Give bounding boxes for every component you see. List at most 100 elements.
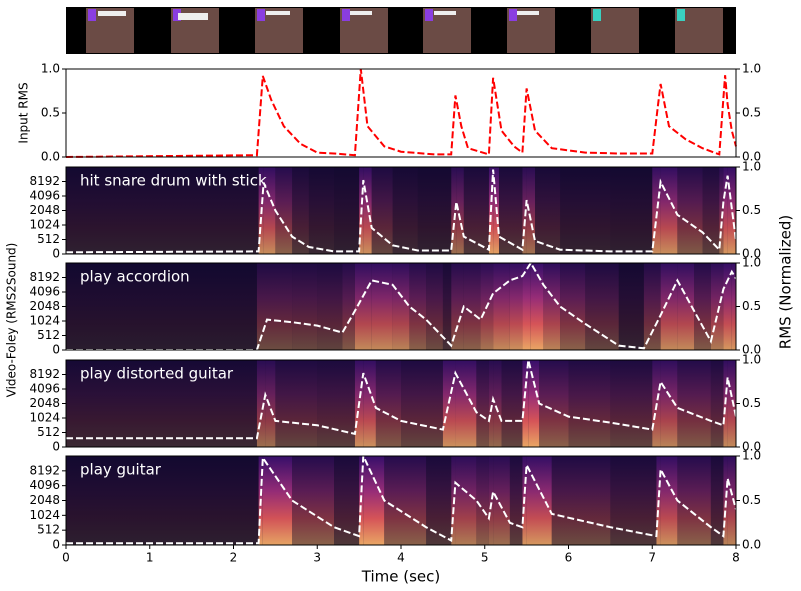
spectrogram-band (493, 263, 510, 350)
spectrogram-band (265, 360, 276, 447)
y2-tick-label: 0.5 (742, 203, 761, 217)
rms-line (65, 169, 737, 254)
y2-tick-label: 0.0 (742, 343, 761, 357)
y-tick-label: 4096 (29, 478, 60, 492)
y-tick-label: 2048 (29, 299, 60, 313)
x-tick-label: 2 (230, 551, 238, 565)
x-tick-label: 1 (146, 551, 154, 565)
spectrogram-band (476, 360, 489, 447)
y-tick-label: 512 (37, 523, 60, 537)
spectrogram-band (456, 167, 464, 254)
spectrogram-band (488, 360, 494, 447)
y2-tick-label: 0.0 (742, 247, 761, 261)
spectrogram-band (342, 263, 355, 350)
spectrogram-band (493, 360, 502, 447)
spectrogram-band (643, 263, 661, 350)
spectrogram-band (262, 456, 293, 545)
spectrogram-band (694, 263, 711, 350)
spectrogram-band (308, 167, 334, 254)
spectrogram-band (731, 263, 736, 350)
x-tick-label: 0 (62, 551, 70, 565)
spectrogram-band (528, 360, 540, 447)
shared-y2-label: RMS (Normalized) (777, 215, 795, 349)
x-axis-label: Time (sec) (361, 568, 440, 586)
spectrogram-band (292, 263, 318, 350)
spectrogram-band (501, 360, 523, 447)
frame-overlays (88, 9, 685, 21)
x-tick-label: 3 (313, 551, 321, 565)
y-axis-label: Input RMS (17, 82, 31, 143)
rms-line (66, 359, 737, 440)
spectrogram-band (354, 263, 372, 350)
spectrogram-band (551, 456, 611, 545)
spectrogram-band (317, 263, 343, 350)
y-tick-label: 0 (52, 343, 60, 357)
spectrogram-band (723, 167, 728, 254)
y-tick-label: 0.0 (41, 150, 60, 164)
y2-tick-label: 0.0 (742, 538, 761, 552)
spectrogram-band (451, 263, 464, 350)
spectrogram-band (488, 456, 494, 545)
spectrogram-band (317, 360, 355, 447)
spectrogram-band (66, 263, 257, 350)
spectrogram-band (455, 360, 477, 447)
spectrogram-band (392, 263, 410, 350)
y-tick-label: 0.5 (41, 106, 60, 120)
frame-captions (98, 11, 539, 20)
spectrogram-band (522, 360, 529, 447)
shared-y-label: Video-Foley (RMS2Sound) (5, 243, 19, 398)
spectrogram-band (275, 167, 293, 254)
spectrogram-band (660, 167, 678, 254)
spectrogram-band (677, 360, 711, 447)
spectrogram-band (363, 360, 376, 447)
spectrogram-band (723, 263, 732, 350)
y-tick-label: 8192 (29, 367, 60, 381)
spectrogram-band (727, 167, 736, 254)
rms-line (66, 261, 737, 351)
spectrogram-band (610, 456, 657, 545)
annotation: play accordion (80, 268, 190, 286)
rms-line (65, 68, 737, 158)
spectrogram-band (677, 263, 695, 350)
spectrogram-band (539, 360, 569, 447)
spectrogram-band (66, 360, 257, 447)
spectrogram-band (375, 360, 401, 447)
y-tick-label: 4096 (29, 382, 60, 396)
y-tick-label: 8192 (29, 270, 60, 284)
spectrogram-band (426, 456, 452, 545)
spectrogram-band (426, 263, 443, 350)
y-tick-label: 512 (37, 232, 60, 246)
spectrogram-band (522, 263, 531, 350)
spectrogram-band (522, 167, 527, 254)
y-tick-label: 0 (52, 538, 60, 552)
y-tick-label: 4096 (29, 285, 60, 299)
spectrogram-band (493, 456, 510, 545)
spectrogram-band (560, 167, 611, 254)
y-tick-label: 8192 (29, 174, 60, 188)
y-tick-label: 0 (52, 247, 60, 261)
spectrogram-band (66, 456, 259, 545)
x-tick-label: 8 (732, 551, 740, 565)
spectrogram-band (543, 263, 561, 350)
spectrogram-band (610, 167, 653, 254)
spectrogram-band (392, 167, 418, 254)
spectrogram-band (723, 456, 728, 545)
spectrogram-band (710, 360, 724, 447)
spectrogram-band (719, 167, 724, 254)
y2-tick-label: 0.0 (742, 440, 761, 454)
spectrogram-band (334, 456, 360, 545)
spectrogram-band (267, 263, 293, 350)
y2-tick-label: 0.5 (742, 396, 761, 410)
spectrogram-band (66, 167, 259, 254)
y-tick-label: 2048 (29, 396, 60, 410)
y-tick-label: 2048 (29, 203, 60, 217)
y2-tick-label: 1.0 (742, 449, 761, 463)
spectrogram-band (535, 167, 561, 254)
y-tick-label: 1024 (29, 218, 60, 232)
spectrogram-band (455, 456, 477, 545)
annotation: play distorted guitar (80, 365, 234, 383)
spectrogram-band (652, 167, 661, 254)
spectrogram-band (442, 263, 452, 350)
y2-tick-label: 0.5 (742, 493, 761, 507)
spectrogram-band (710, 456, 724, 545)
